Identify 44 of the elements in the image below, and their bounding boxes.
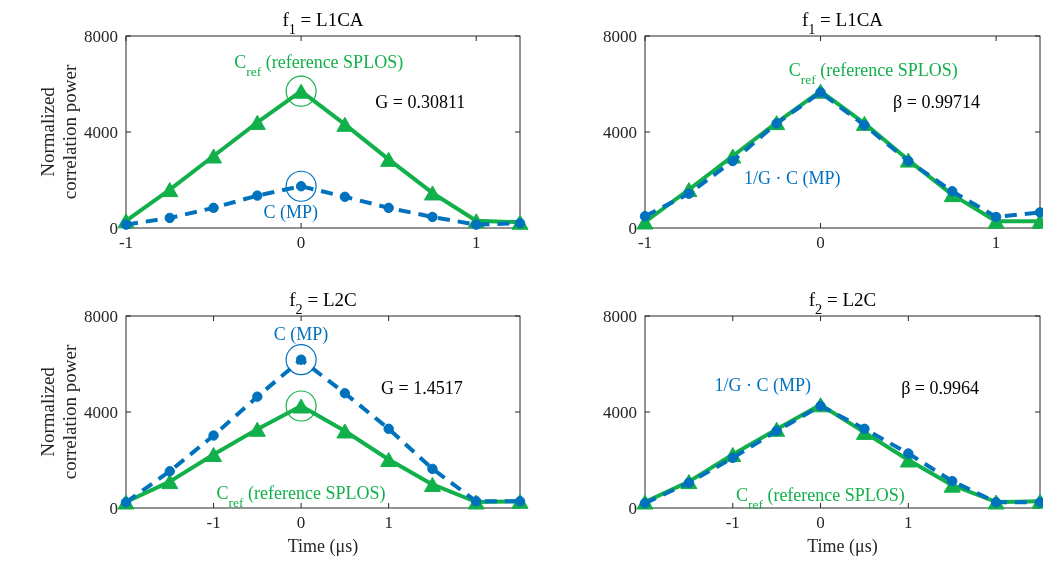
y-tick-label: 0 bbox=[628, 218, 637, 238]
x-tick-label: -1 bbox=[206, 513, 221, 532]
chart-title: f$_{2}$ = L2C bbox=[289, 289, 357, 317]
annotation: G = 1.4517 bbox=[381, 378, 463, 399]
annotation: C$_{ref}$ (reference SPLOS) bbox=[234, 52, 404, 79]
annotation: C$_{ref}$ (reference SPLOS) bbox=[788, 60, 958, 87]
y-tick-label: 4000 bbox=[84, 122, 118, 142]
x-tick-label: 0 bbox=[816, 233, 825, 252]
chart-title: f$_{1}$ = L1CA bbox=[282, 9, 364, 37]
annotation: β = 0.99714 bbox=[893, 91, 980, 112]
annotation: 1/G · C (MP) bbox=[714, 375, 811, 397]
x-axis-title: Time (μs) bbox=[807, 536, 878, 557]
x-tick-label: -1 bbox=[637, 233, 653, 252]
x-tick-label: 1 bbox=[471, 233, 481, 252]
y-tick-label: 4000 bbox=[84, 402, 118, 422]
chart-title: f$_{2}$ = L2C bbox=[808, 289, 877, 317]
y-tick-label: 4000 bbox=[603, 122, 637, 142]
annotation: C (MP) bbox=[273, 323, 329, 345]
annotation: β = 0.9964 bbox=[901, 378, 979, 399]
y-tick-label: 8000 bbox=[603, 26, 637, 46]
annotation: C$_{ref}$ (reference SPLOS) bbox=[216, 483, 386, 510]
annotation: C$_{ref}$ (reference SPLOS) bbox=[735, 485, 905, 512]
x-tick-label: -1 bbox=[118, 233, 134, 252]
x-tick-label: 1 bbox=[384, 513, 393, 532]
y-tick-label: 0 bbox=[109, 218, 118, 238]
annotation: 1/G · C (MP) bbox=[744, 168, 841, 190]
y-tick-label: 0 bbox=[109, 498, 118, 518]
x-axis-title: Time (μs) bbox=[287, 536, 359, 557]
x-tick-label: 1 bbox=[991, 233, 1001, 252]
x-tick-label: 0 bbox=[296, 233, 306, 252]
x-tick-label: 0 bbox=[296, 513, 306, 532]
y-tick-label: 8000 bbox=[84, 26, 118, 46]
y-tick-label: 8000 bbox=[84, 306, 118, 326]
y-axis-title: Normalized correlation power bbox=[37, 344, 80, 480]
y-tick-label: 8000 bbox=[603, 306, 637, 326]
y-tick-label: 0 bbox=[628, 498, 637, 518]
y-tick-label: 4000 bbox=[603, 402, 637, 422]
chart-title: f$_{1}$ = L1CA bbox=[801, 9, 884, 37]
annotation: C (MP) bbox=[263, 201, 318, 223]
x-tick-label: 1 bbox=[904, 513, 913, 532]
annotation: G = 0.30811 bbox=[375, 91, 466, 112]
y-axis-title: Normalized correlation power bbox=[37, 64, 80, 200]
x-tick-label: -1 bbox=[725, 513, 740, 532]
x-tick-label: 0 bbox=[816, 513, 825, 532]
